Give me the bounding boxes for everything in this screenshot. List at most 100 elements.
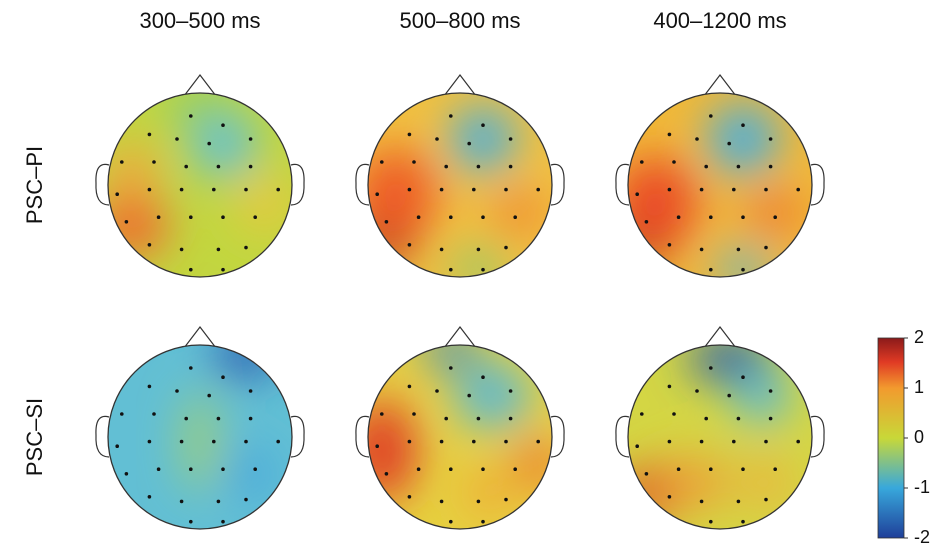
electrode	[635, 444, 639, 449]
ear	[615, 415, 630, 458]
electrode	[536, 187, 540, 192]
electrode	[115, 444, 119, 449]
colorbar-tick-label: -1	[914, 477, 930, 497]
electrode	[504, 245, 508, 250]
ear	[355, 415, 370, 458]
electrode	[699, 247, 704, 252]
electrode	[189, 467, 193, 472]
blob	[708, 104, 778, 174]
blob	[747, 189, 803, 236]
ear	[355, 163, 370, 206]
nose	[183, 74, 217, 97]
electrode	[380, 160, 384, 164]
electrode	[476, 164, 481, 169]
electrode	[699, 187, 704, 192]
nose	[703, 326, 737, 349]
electrode	[221, 123, 225, 127]
electrode	[481, 123, 485, 127]
electrode	[147, 439, 152, 444]
electrode	[536, 439, 540, 444]
ear	[95, 163, 110, 206]
electrode	[736, 247, 741, 252]
ear	[290, 163, 305, 206]
electrode	[709, 215, 713, 219]
electrode	[179, 499, 184, 504]
electrode	[435, 389, 439, 393]
electrode	[189, 114, 193, 118]
ear	[550, 163, 565, 206]
electrode	[472, 187, 476, 192]
blob	[108, 143, 159, 199]
electrode	[189, 267, 193, 272]
electrode	[741, 375, 745, 380]
electrode	[216, 247, 221, 252]
blob	[108, 194, 168, 259]
electrode	[732, 439, 736, 444]
electrode	[221, 215, 225, 219]
electrode	[156, 215, 161, 219]
electrode	[221, 267, 225, 272]
electrode	[704, 416, 708, 421]
head-outline	[627, 344, 813, 530]
electrode	[449, 519, 453, 524]
electrode	[124, 472, 129, 476]
electrode	[667, 187, 672, 192]
colorbar	[877, 337, 905, 539]
electrode	[120, 412, 124, 416]
ear	[615, 163, 630, 206]
electrode	[244, 187, 248, 192]
blob	[163, 93, 237, 126]
electrode	[439, 499, 444, 504]
blob	[368, 400, 417, 502]
electrode	[476, 416, 481, 421]
electrode	[276, 439, 281, 444]
electrode	[667, 439, 672, 444]
electrode	[407, 384, 412, 389]
electrode	[695, 389, 699, 393]
ear	[810, 415, 825, 458]
blob	[455, 363, 529, 428]
electrode	[727, 393, 731, 398]
electrode	[504, 439, 508, 444]
head-outline	[367, 92, 553, 278]
blob	[628, 157, 697, 250]
electrode	[244, 497, 248, 502]
electrode	[276, 187, 281, 192]
electrode	[115, 192, 119, 196]
electrode	[147, 187, 152, 192]
electrode	[741, 123, 745, 127]
electrode	[189, 215, 193, 219]
electrode	[736, 416, 741, 421]
electrode	[741, 267, 745, 272]
electrode	[699, 499, 704, 504]
electrode	[508, 164, 513, 169]
electrode	[216, 416, 221, 421]
electrode	[253, 467, 257, 472]
electrode	[513, 467, 517, 472]
electrode	[147, 495, 152, 499]
electrode	[248, 389, 253, 393]
colorbar-tick-label: 2	[914, 327, 924, 347]
electrode	[435, 137, 439, 141]
electrode	[152, 160, 156, 164]
electrode	[179, 187, 184, 192]
blob	[715, 249, 771, 277]
head-outline	[367, 344, 553, 530]
electrode	[481, 375, 485, 380]
electrode	[667, 384, 672, 389]
electrode	[676, 215, 681, 219]
electrode	[481, 467, 485, 472]
electrode	[695, 137, 699, 141]
electrode	[212, 187, 216, 192]
blob	[213, 345, 279, 378]
electrode	[644, 220, 649, 224]
electrode	[796, 187, 800, 192]
colorbar-tick-label: 1	[914, 377, 924, 397]
nose	[183, 326, 217, 349]
electrode	[179, 247, 184, 252]
electrode	[667, 495, 672, 499]
scalp-map	[628, 93, 812, 277]
electrode	[768, 416, 773, 421]
scalp-map	[368, 93, 552, 277]
blob	[190, 111, 256, 176]
